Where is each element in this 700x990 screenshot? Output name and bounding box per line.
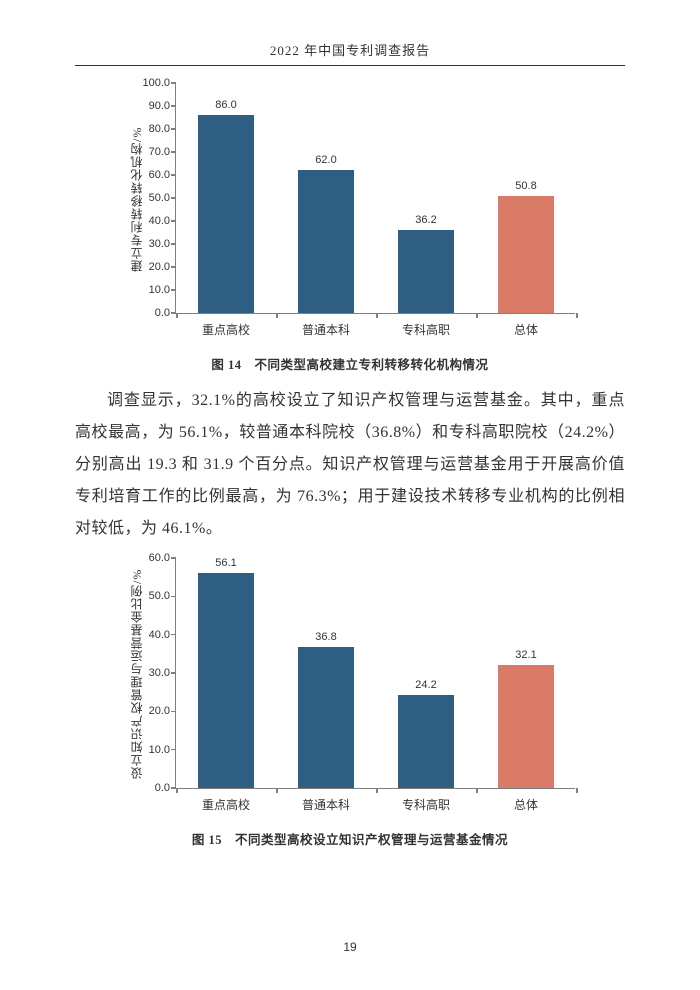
x-tick-mark	[576, 788, 578, 793]
x-tick-mark	[376, 788, 378, 793]
bar-value-label: 50.8	[515, 180, 536, 196]
x-category-label: 普通本科	[302, 788, 350, 813]
chart-2-caption: 图 15 不同类型高校设立知识产权管理与运营基金情况	[75, 829, 625, 848]
y-axis-label: 设立知识产权管理与运营基金比例/%	[128, 559, 145, 789]
chart-2-wrap: 0.010.020.030.040.050.060.0设立知识产权管理与运营基金…	[115, 559, 625, 819]
bar-value-label: 32.1	[515, 649, 536, 665]
x-category-label: 重点高校	[202, 788, 250, 813]
x-tick-mark	[376, 313, 378, 318]
bar-value-label: 36.2	[415, 214, 436, 230]
bar: 56.1	[198, 573, 254, 788]
chart-1-wrap: 0.010.020.030.040.050.060.070.080.090.01…	[115, 84, 625, 344]
page-number: 19	[0, 940, 700, 954]
chart-2: 0.010.020.030.040.050.060.0设立知识产权管理与运营基金…	[115, 559, 585, 819]
y-tick-mark	[171, 128, 176, 130]
y-tick-mark	[171, 197, 176, 199]
y-tick-mark	[171, 289, 176, 291]
y-tick-mark	[171, 82, 176, 84]
x-category-label: 专科高职	[402, 313, 450, 338]
body-paragraph: 调查显示，32.1%的高校设立了知识产权管理与运营基金。其中，重点高校最高，为 …	[75, 385, 625, 545]
x-tick-mark	[576, 313, 578, 318]
y-tick-mark	[171, 557, 176, 559]
x-category-label: 专科高职	[402, 788, 450, 813]
page-header: 2022 年中国专利调查报告	[75, 40, 625, 66]
y-tick-mark	[171, 105, 176, 107]
y-tick-mark	[171, 749, 176, 751]
y-tick-mark	[171, 266, 176, 268]
bar: 36.8	[298, 647, 354, 788]
bar: 36.2	[398, 230, 454, 313]
bar: 32.1	[498, 665, 554, 788]
bar: 62.0	[298, 170, 354, 313]
y-axis-label: 建立专利转移转化机构/%	[128, 84, 145, 314]
bar-value-label: 36.8	[315, 631, 336, 647]
x-tick-mark	[276, 788, 278, 793]
bar: 50.8	[498, 196, 554, 313]
bar-value-label: 24.2	[415, 679, 436, 695]
x-category-label: 总体	[514, 788, 538, 813]
chart1-plot: 0.010.020.030.040.050.060.070.080.090.01…	[175, 84, 575, 314]
x-tick-mark	[476, 313, 478, 318]
x-category-label: 普通本科	[302, 313, 350, 338]
x-tick-mark	[176, 313, 178, 318]
chart2-plot: 0.010.020.030.040.050.060.0设立知识产权管理与运营基金…	[175, 559, 575, 789]
bar-value-label: 56.1	[215, 557, 236, 573]
x-tick-mark	[276, 313, 278, 318]
bar: 86.0	[198, 115, 254, 313]
y-tick-mark	[171, 711, 176, 713]
y-tick-mark	[171, 174, 176, 176]
y-tick-mark	[171, 243, 176, 245]
x-tick-mark	[476, 788, 478, 793]
page-container: 2022 年中国专利调查报告 0.010.020.030.040.050.060…	[0, 0, 700, 890]
bar-value-label: 62.0	[315, 154, 336, 170]
y-tick-mark	[171, 634, 176, 636]
x-category-label: 总体	[514, 313, 538, 338]
x-tick-mark	[176, 788, 178, 793]
y-tick-mark	[171, 151, 176, 153]
y-tick-mark	[171, 596, 176, 598]
bar-value-label: 86.0	[215, 99, 236, 115]
chart-1-caption: 图 14 不同类型高校建立专利转移转化机构情况	[75, 354, 625, 373]
bar: 24.2	[398, 695, 454, 788]
y-tick-mark	[171, 220, 176, 222]
chart-1: 0.010.020.030.040.050.060.070.080.090.01…	[115, 84, 585, 344]
x-category-label: 重点高校	[202, 313, 250, 338]
y-tick-mark	[171, 672, 176, 674]
